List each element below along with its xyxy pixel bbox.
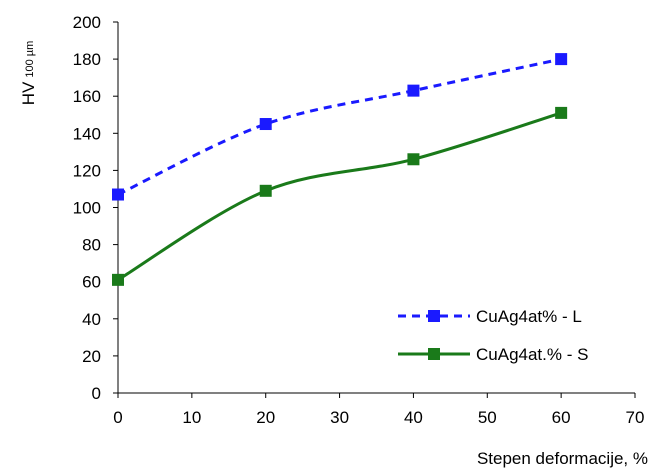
x-tick-label: 30 — [330, 408, 349, 427]
series-2-point — [112, 273, 124, 286]
y-tick-label: 20 — [82, 347, 101, 366]
x-tick-label: 20 — [256, 408, 275, 427]
series-2-point — [555, 106, 568, 119]
x-tick-label: 50 — [478, 408, 497, 427]
y-tick-label: 120 — [73, 161, 101, 180]
series-1-point — [407, 84, 420, 97]
y-tick-label: 100 — [73, 199, 101, 218]
legend-label: CuAg4at.% - S — [476, 345, 588, 364]
series-2-point — [407, 153, 420, 166]
series-2-point — [259, 184, 272, 197]
y-tick-label: 80 — [82, 236, 101, 255]
chart-axes: 0 20 40 60 80 100 120 140 160 180 200 0 10 20 30 40 50 60… — [73, 13, 645, 427]
x-tick-label: 0 — [113, 408, 122, 427]
series-2-line — [117, 111, 562, 282]
x-axis-label: Stepen deformacije, % — [477, 449, 648, 468]
x-tick-label: 10 — [182, 408, 201, 427]
x-tick-label: 40 — [404, 408, 423, 427]
legend-swatch-marker — [428, 348, 440, 360]
y-tick-label: 200 — [73, 13, 101, 32]
y-tick-label: 180 — [73, 50, 101, 69]
y-tick-label: 0 — [92, 384, 101, 403]
y-tick-label: 140 — [73, 124, 101, 143]
y-axis-label: HV100 µm — [19, 41, 38, 106]
y-tick-label: 60 — [82, 273, 101, 292]
y-tick-label: 160 — [73, 87, 101, 106]
series-1-point — [259, 118, 272, 131]
x-tick-label: 60 — [552, 408, 571, 427]
y-axis-title: HV100 µm — [19, 41, 38, 106]
legend-swatch-marker — [428, 310, 440, 322]
chart-series-layer — [112, 53, 568, 286]
x-tick-label: 70 — [626, 408, 645, 427]
series-1-point — [555, 53, 568, 66]
chart-legend: CuAg4at% - L CuAg4at.% - S — [398, 307, 588, 364]
series-1-line — [117, 57, 562, 196]
y-tick-label: 40 — [82, 310, 101, 329]
series-1-point — [112, 188, 124, 201]
legend-label: CuAg4at% - L — [476, 307, 582, 326]
